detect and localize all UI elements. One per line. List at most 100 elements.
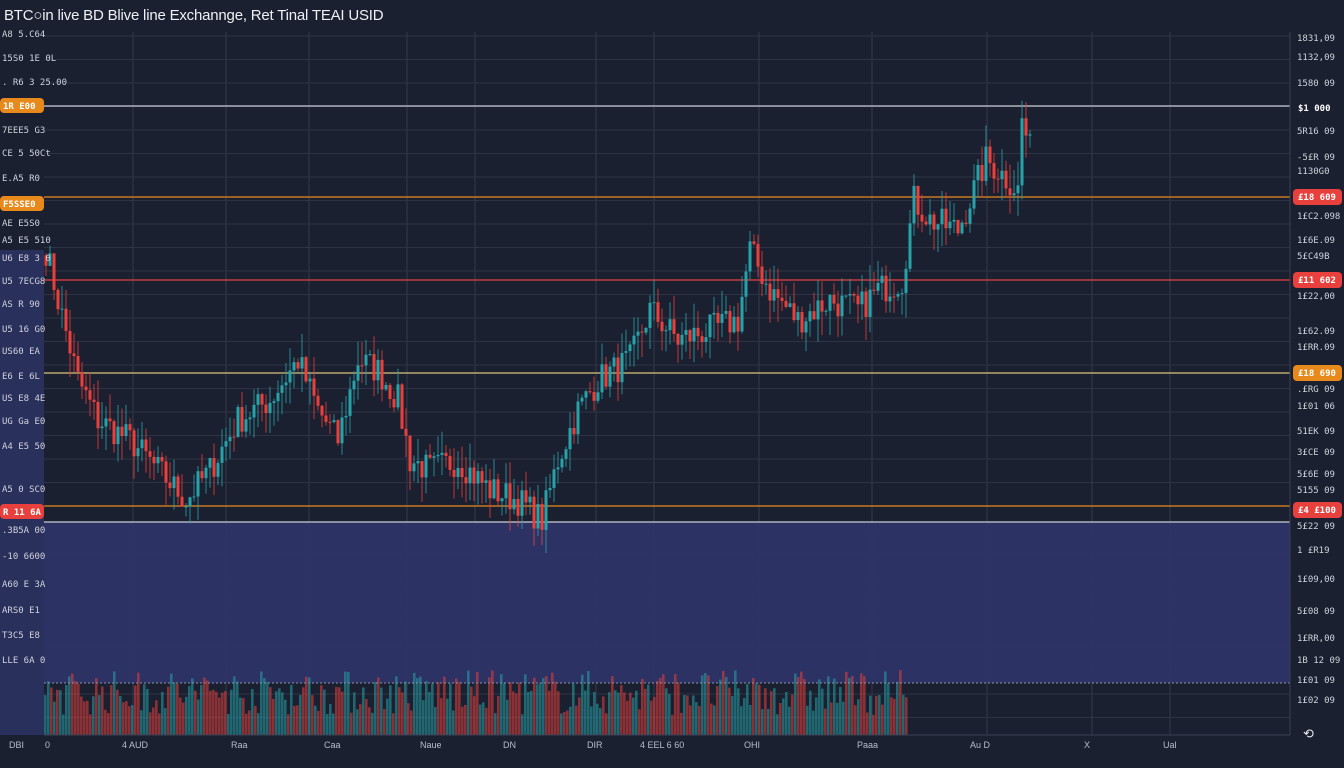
volume-bar (719, 679, 722, 735)
volume-bar (236, 681, 239, 735)
time-axis-label: OHI (744, 740, 760, 750)
volume-bar (149, 712, 152, 735)
volume-bar (167, 686, 170, 735)
candle-up (556, 467, 560, 470)
candle-up (544, 490, 548, 530)
candle-up (284, 382, 288, 386)
volume-bar (311, 695, 314, 735)
candle-down (792, 303, 796, 321)
candles (44, 100, 1032, 553)
candle-up (224, 441, 228, 447)
candle-up (940, 208, 944, 225)
volume-bar (647, 684, 650, 735)
candle-up (648, 302, 652, 328)
volume-bar (461, 706, 464, 735)
candle-down (68, 330, 72, 354)
candle-down (836, 303, 840, 317)
volume-bar (536, 684, 539, 735)
volume-bar (788, 706, 791, 735)
candle-up (356, 365, 360, 381)
time-axis-label: Raa (231, 740, 248, 750)
volume-bar (662, 674, 665, 735)
candle-up (548, 487, 552, 491)
candle-up (644, 327, 648, 333)
volume-bar (869, 695, 872, 735)
volume-bar (545, 676, 548, 735)
time-axis-label: Paaa (857, 740, 878, 750)
volume-bar (389, 685, 392, 735)
candle-up (520, 490, 524, 516)
candle-down (388, 384, 392, 399)
volume-bar (503, 683, 506, 735)
volume-bar (680, 712, 683, 735)
candle-up (624, 351, 628, 353)
volume-bar (833, 678, 836, 735)
candle-down (464, 477, 468, 484)
time-axis-label: DBI (9, 740, 24, 750)
volume-bar (512, 691, 515, 735)
volume-bar (119, 696, 122, 735)
candle-up (1016, 185, 1020, 194)
right-axis-label: 1580 09 (1297, 79, 1335, 89)
volume-bar (617, 692, 620, 735)
right-axis-label: 1£09,00 (1297, 575, 1335, 585)
volume-bar (890, 697, 893, 735)
candle-up (620, 352, 624, 383)
left-axis-label: UG Ga E0 (2, 417, 45, 427)
volume-bar (527, 691, 530, 735)
volume-bar (413, 672, 416, 735)
candle-down (696, 327, 700, 337)
left-axis-label: T3C5 E8 (2, 631, 40, 641)
volume-bar (272, 698, 275, 735)
candle-up (564, 449, 568, 459)
volume-bar (875, 695, 878, 735)
candle-up (368, 354, 372, 356)
volume-bar (524, 674, 527, 735)
volume-bar (878, 694, 881, 735)
candle-up (680, 334, 684, 345)
volume-bar (200, 685, 203, 735)
candle-up (140, 439, 144, 449)
volume-bar (77, 683, 80, 735)
candle-up (828, 294, 832, 311)
volume-bar (365, 699, 368, 735)
candle-down (964, 222, 968, 224)
candle-down (1008, 188, 1012, 196)
candle-up (580, 397, 584, 402)
volume-bar (746, 684, 749, 735)
right-axis-label: 1£62.09 (1297, 327, 1335, 337)
volume-bar (608, 692, 611, 735)
settings-icon[interactable]: ⟲ (1303, 727, 1314, 742)
volume-bar (698, 705, 701, 735)
left-axis-label: U5 16 G0 (2, 325, 45, 335)
candle-down (44, 255, 48, 266)
volume-bar (392, 713, 395, 735)
candle-down (1024, 118, 1028, 136)
right-axis-label: 1130G0 (1297, 167, 1330, 177)
candle-up (908, 223, 912, 269)
volume-bar (836, 702, 839, 735)
candle-down (760, 266, 764, 284)
candle-down (932, 214, 936, 230)
volume-bar (323, 689, 326, 735)
volume-bar (905, 697, 908, 735)
candle-down (892, 296, 896, 298)
candle-up (748, 241, 752, 272)
volume-bar (491, 670, 494, 735)
volume-bar (611, 676, 614, 735)
candle-up (636, 331, 640, 336)
candle-up (276, 392, 280, 402)
volume-bar (434, 707, 437, 735)
volume-bar (416, 678, 419, 735)
left-price-tag-label: 1R E00 (3, 102, 36, 112)
candle-up (184, 506, 188, 508)
volume-bar (767, 708, 770, 735)
volume-bar (140, 710, 143, 735)
candle-down (588, 391, 592, 393)
candle-up (456, 467, 460, 477)
left-axis-label: U6 E8 3 0 (2, 254, 51, 264)
volume-bar (899, 670, 902, 735)
candle-up (684, 330, 688, 335)
candle-down (516, 498, 520, 516)
